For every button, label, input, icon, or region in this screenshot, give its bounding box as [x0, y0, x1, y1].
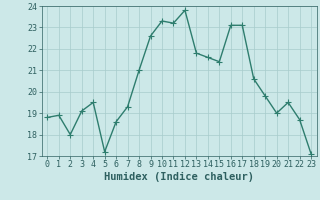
X-axis label: Humidex (Indice chaleur): Humidex (Indice chaleur) — [104, 172, 254, 182]
